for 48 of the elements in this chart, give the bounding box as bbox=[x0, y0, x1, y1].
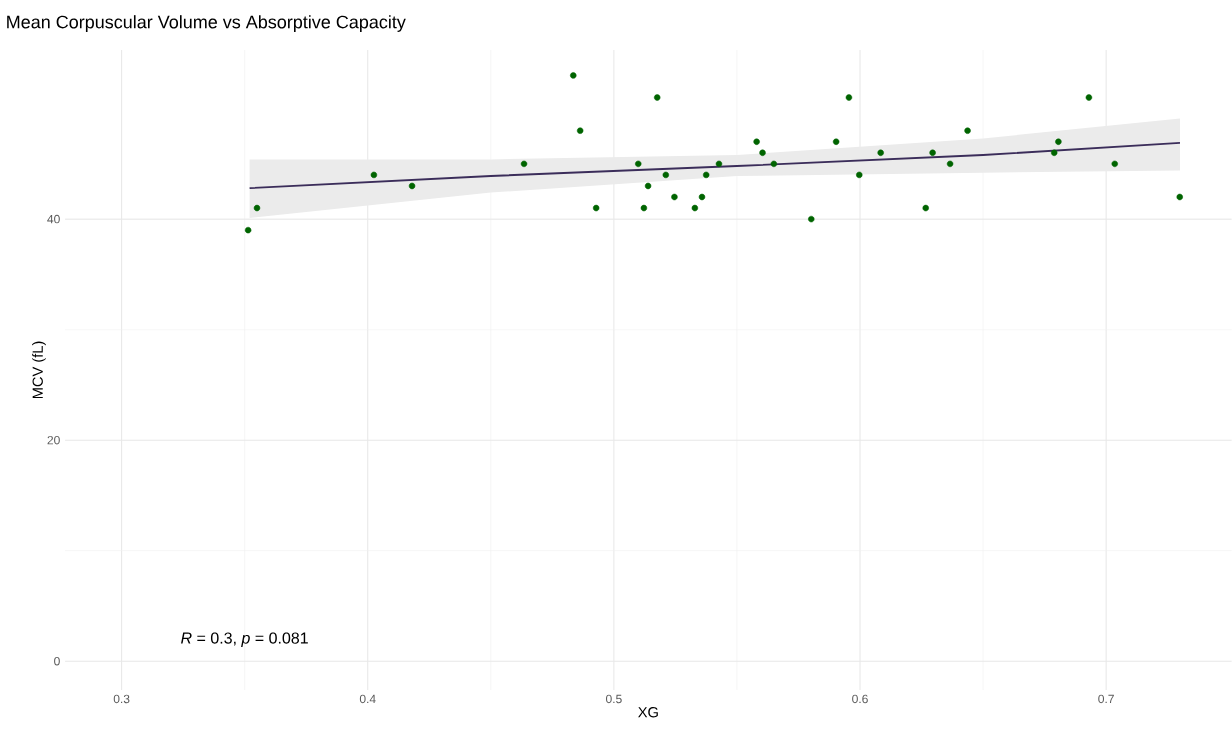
x-tick-label: 0.7 bbox=[1098, 694, 1114, 704]
point bbox=[576, 127, 584, 134]
x-axis-title: XG bbox=[638, 707, 658, 718]
chart-title: Mean Corpuscular Volume vs Absorptive Capacity bbox=[7, 15, 406, 32]
point bbox=[253, 204, 261, 212]
point bbox=[1055, 138, 1062, 145]
point bbox=[946, 160, 954, 168]
point bbox=[715, 160, 723, 168]
point bbox=[702, 171, 710, 179]
point bbox=[635, 160, 642, 168]
x-tick-label: 0.4 bbox=[359, 694, 376, 704]
point bbox=[370, 171, 378, 179]
line-series bbox=[248, 141, 1181, 190]
point bbox=[1085, 94, 1093, 101]
point bbox=[929, 149, 936, 156]
point bbox=[244, 226, 252, 234]
y-tick-label: 40 bbox=[47, 214, 60, 224]
point bbox=[698, 193, 706, 201]
x-tick-label: 0.6 bbox=[852, 694, 868, 704]
point bbox=[570, 72, 577, 79]
point bbox=[877, 149, 884, 156]
point bbox=[644, 182, 652, 190]
point bbox=[1176, 193, 1183, 201]
point bbox=[845, 94, 853, 101]
point bbox=[1051, 149, 1058, 156]
annotation: R = 0.3, p = 0.081 bbox=[181, 632, 308, 647]
point bbox=[654, 94, 661, 101]
point bbox=[759, 149, 766, 156]
point bbox=[922, 204, 929, 212]
point bbox=[592, 204, 600, 212]
point bbox=[856, 171, 863, 179]
point bbox=[753, 138, 760, 145]
point bbox=[662, 171, 670, 179]
x-tick-label: 0.5 bbox=[606, 694, 622, 704]
point bbox=[408, 182, 416, 190]
y-axis-title: MCV (fL) bbox=[32, 341, 46, 399]
point bbox=[964, 127, 971, 134]
point bbox=[808, 215, 815, 223]
point bbox=[520, 160, 528, 168]
point bbox=[770, 160, 778, 168]
y-tick-label: 20 bbox=[47, 435, 60, 445]
y-tick-label: 0 bbox=[54, 656, 60, 666]
point bbox=[1111, 160, 1118, 168]
point bbox=[671, 193, 678, 201]
x-tick-label: 0.3 bbox=[113, 694, 130, 704]
point bbox=[691, 204, 699, 212]
point bbox=[640, 204, 648, 212]
point bbox=[832, 138, 840, 145]
